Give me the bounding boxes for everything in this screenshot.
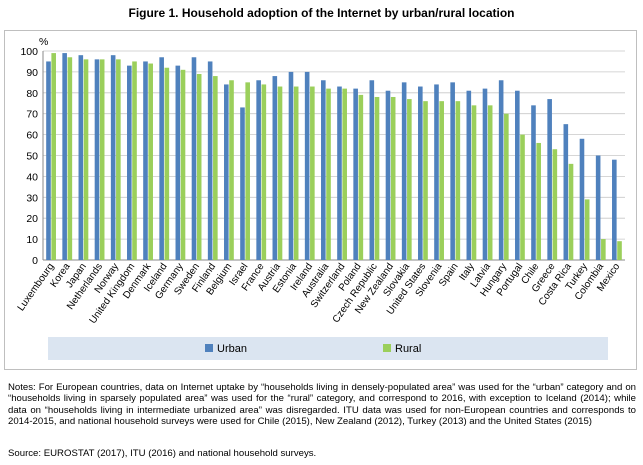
bar-rural [358, 94, 364, 260]
bar-urban [401, 82, 407, 260]
y-tick-label: 90 [26, 67, 38, 79]
bar-urban [288, 71, 294, 261]
bar-urban [304, 71, 310, 261]
bar-rural [455, 101, 461, 260]
bar-urban [385, 90, 391, 261]
bar-urban [78, 55, 84, 261]
legend-label-urban: Urban [217, 343, 247, 355]
bar-rural [584, 199, 590, 260]
bar-urban [515, 90, 520, 261]
bar-urban [46, 61, 51, 261]
bar-rural [439, 101, 444, 260]
bar-rural [487, 105, 493, 260]
bar-rural [617, 241, 622, 260]
legend-label-rural: Rural [395, 343, 421, 355]
y-tick-label: 100 [20, 46, 38, 58]
bar-rural [423, 101, 428, 260]
bar-rural [261, 84, 267, 260]
bar-urban [353, 88, 358, 260]
bar-urban [466, 90, 472, 261]
bar-urban [272, 76, 278, 260]
bar-rural [407, 99, 412, 260]
bar-urban [563, 124, 569, 261]
bar-urban [191, 57, 197, 260]
y-tick-label: 80 [26, 88, 38, 100]
bar-urban [547, 99, 552, 260]
bar-urban [579, 138, 585, 260]
bar-rural [471, 105, 477, 260]
bar-urban [94, 59, 100, 260]
bar-rural [83, 59, 89, 260]
bar-chart: 0102030405060708090100%LuxembourgKoreaJa… [16, 36, 625, 360]
bar-rural [245, 82, 250, 260]
y-tick-label: 70 [26, 109, 38, 121]
bar-urban [595, 155, 601, 260]
bar-urban [321, 80, 326, 260]
bar-rural [116, 59, 121, 260]
y-tick-label: 40 [26, 171, 38, 183]
legend-swatch-urban [205, 344, 213, 352]
bar-urban [62, 53, 67, 261]
y-tick-label: 30 [26, 192, 38, 204]
bar-rural [51, 53, 56, 261]
legend-swatch-rural [383, 344, 391, 352]
y-tick-label: 60 [26, 130, 38, 142]
bar-rural [132, 61, 137, 261]
bar-urban [450, 82, 455, 260]
figure-title: Figure 1. Household adoption of the Inte… [128, 6, 515, 20]
bar-rural [277, 86, 283, 260]
bar-rural [229, 80, 234, 260]
bar-urban [531, 105, 536, 260]
y-tick-label: 0 [32, 255, 38, 267]
bar-urban [207, 61, 213, 261]
bar-urban [369, 80, 375, 260]
bar-urban [337, 86, 342, 260]
bar-rural [601, 239, 606, 260]
bar-rural [342, 88, 347, 260]
bar-rural [536, 142, 541, 260]
bar-rural [164, 67, 170, 260]
bar-rural [180, 69, 186, 260]
bar-urban [127, 65, 132, 260]
bar-rural [310, 86, 315, 260]
bar-rural [326, 88, 331, 260]
bar-rural [520, 134, 525, 260]
bar-urban [256, 80, 261, 260]
bar-urban [224, 84, 229, 260]
bar-rural [568, 163, 574, 260]
bar-rural [374, 96, 380, 260]
bar-rural [293, 86, 299, 260]
y-tick-label: 50 [26, 151, 38, 163]
bar-urban [498, 80, 504, 260]
bar-urban [240, 107, 245, 261]
bar-urban [434, 84, 439, 260]
bar-rural [148, 63, 153, 260]
x-tick-label: Luxembourg [16, 261, 57, 313]
bar-rural [552, 149, 558, 260]
bar-rural [213, 76, 218, 260]
y-tick-label: 10 [26, 234, 38, 246]
bar-urban [143, 61, 148, 261]
chart-frame: 0 10 20 30 40 50 60 70 80 90 100% Luxembourg Korea Ja… [4, 30, 637, 370]
chart-notes: Notes: For European countries, data on I… [8, 382, 636, 428]
bar-rural [390, 96, 396, 260]
bar-urban [418, 86, 423, 260]
y-axis-unit: % [39, 36, 48, 48]
bar-urban [612, 159, 617, 260]
bar-urban [159, 57, 164, 260]
y-tick-label: 20 [26, 213, 38, 225]
bar-rural [99, 59, 105, 260]
bar-urban [482, 88, 488, 260]
bar-urban [175, 65, 181, 260]
bar-rural [504, 113, 509, 260]
bar-rural [196, 73, 202, 260]
legend-band [48, 337, 608, 360]
bar-urban [110, 55, 116, 261]
chart-source: Source: EUROSTAT (2017), ITU (2016) and … [8, 448, 317, 459]
bar-rural [67, 57, 73, 260]
